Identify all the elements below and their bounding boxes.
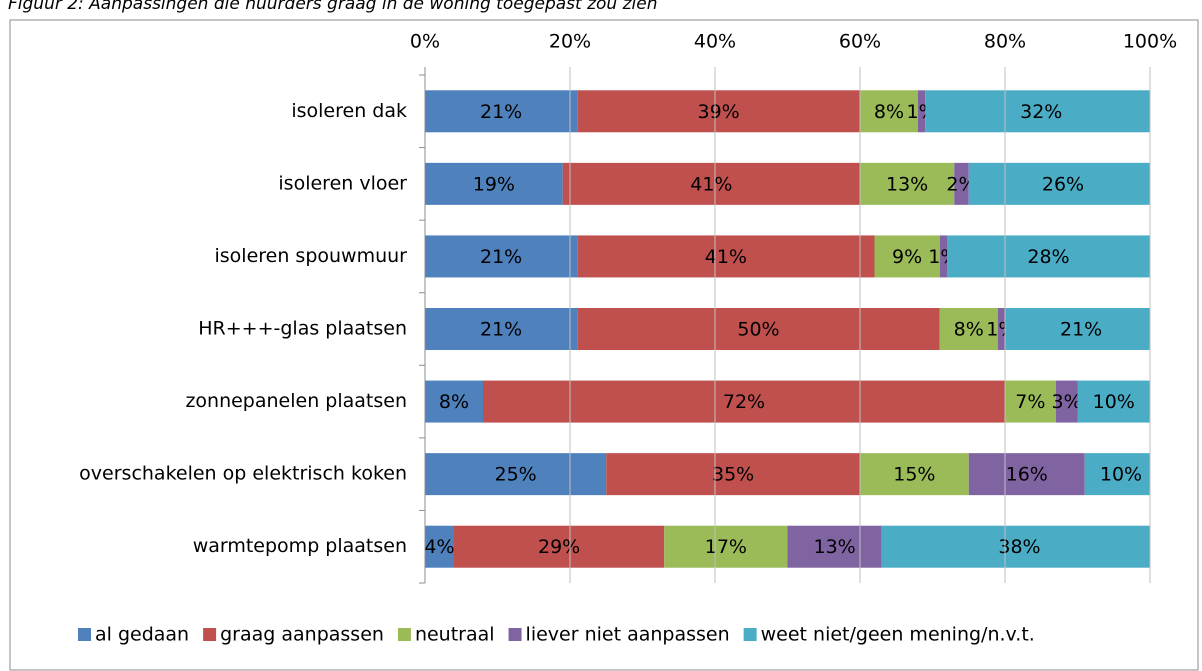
data-label: 25% [495,464,537,486]
legend-label: al gedaan [95,624,189,646]
data-label: 17% [705,536,747,558]
bar-segment [577,90,860,133]
legend-label: weet niet/geen mening/n.v.t. [761,624,1035,646]
data-label: 41% [705,246,747,268]
data-label: 21% [480,101,522,123]
data-label: 19% [473,173,515,195]
data-label: 21% [1060,319,1102,341]
data-label: 3% [1052,391,1082,413]
bar-segment [425,235,578,278]
bar-segment [425,525,454,568]
bar-segment [664,525,788,568]
x-tick-label: 100% [1123,31,1177,53]
data-label: 16% [1006,464,1048,486]
y-tick-label: isoleren spouwmuur [214,245,407,267]
data-label: 35% [712,464,754,486]
data-label: 50% [737,319,779,341]
x-tick-label: 60% [839,31,881,53]
legend-label: liever niet aanpassen [526,624,730,646]
bar-segment [577,235,875,278]
bar-segment [881,525,1150,568]
chart-title: Figuur 2: Aanpassingen die huurders graa… [8,0,657,14]
bar-segment [860,453,969,496]
data-label: 7% [1015,391,1045,413]
data-label: 13% [886,173,928,195]
legend-swatch [203,628,217,641]
data-label: 32% [1020,101,1062,123]
bar-segment [939,308,998,350]
data-label: 39% [698,101,740,123]
bar-segment [1055,380,1078,423]
data-label: 29% [538,536,580,558]
x-tick-label: 0% [410,31,440,53]
y-tick-label: overschakelen op elektrisch koken [79,463,407,485]
bar-segment [939,235,947,278]
bar-segment [1005,380,1056,423]
y-tick-label: isoleren dak [291,100,407,122]
data-label: 10% [1093,391,1135,413]
legend-label: graag aanpassen [220,624,384,646]
y-tick-label: isoleren vloer [278,172,407,194]
bar-segment [425,162,563,205]
bar-segment [577,308,940,350]
bar-segment [425,453,607,496]
bar-segment [997,308,1005,350]
bar-segment [860,90,918,133]
bar-segment [947,235,1150,278]
legend-swatch [743,628,757,641]
bar-segment [968,162,1150,205]
data-label: 21% [480,319,522,341]
bar-segment [918,90,926,133]
data-label: 21% [480,246,522,268]
legend-swatch [397,628,411,641]
data-label: 8% [874,101,904,123]
legend-label: neutraal [415,624,495,646]
data-label: 4% [424,536,454,558]
bar-segment [874,235,940,278]
bar-segment [454,525,665,568]
y-tick-label: zonnepanelen plaatsen [185,390,407,412]
data-label: 72% [723,391,765,413]
x-tick-label: 40% [694,31,736,53]
data-label: 13% [814,536,856,558]
bar-segment [606,453,860,496]
bar-segment [860,162,955,205]
bar-segment [1005,308,1150,350]
data-label: 15% [893,464,935,486]
plot-area: 21% 39% 8% 1% 32%19% 41% 13% 2% 26%21% 41% 9% 1% 28%… [424,90,1150,568]
y-tick-label: warmtepomp plaatsen [193,535,407,557]
bar-segment [425,308,578,350]
data-label: 10% [1100,464,1142,486]
x-tick-label: 80% [984,31,1026,53]
x-tick-label: 20% [549,31,591,53]
data-label: 28% [1027,246,1069,268]
legend-swatch [508,628,522,641]
bar-segment [968,453,1085,496]
data-label: 41% [690,173,732,195]
data-label: 8% [954,319,984,341]
bar-segment [954,162,969,205]
bar-segment [787,525,882,568]
bar-segment [1084,453,1150,496]
data-label: 26% [1042,173,1084,195]
bar-segment [562,162,860,205]
y-tick-label: HR+++-glas plaatsen [198,318,407,340]
bar-segment [925,90,1150,133]
legend-swatch [78,628,91,641]
bar-segment [425,380,483,423]
bar-segment [425,90,578,133]
data-label: 8% [439,391,469,413]
bar-segment [1077,380,1150,423]
data-label: 9% [892,246,922,268]
data-label: 38% [998,536,1040,558]
